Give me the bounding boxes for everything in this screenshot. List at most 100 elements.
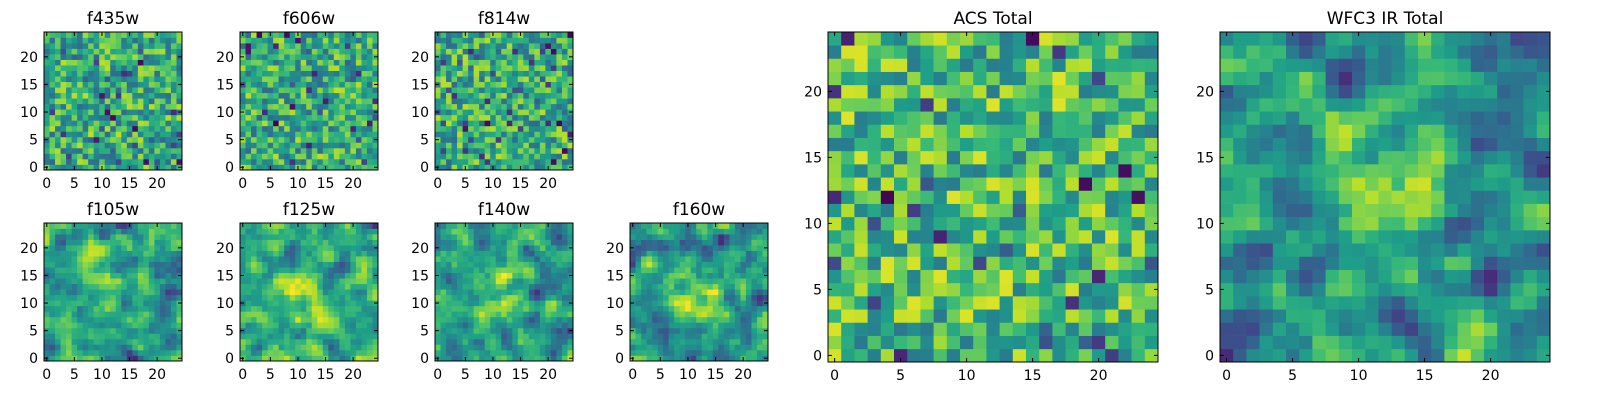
heatmap-cell (685, 278, 692, 285)
heatmap-cell (435, 103, 441, 110)
heatmap-cell (240, 228, 246, 235)
heatmap-cell (495, 158, 502, 165)
heatmap-cell (933, 348, 948, 363)
heatmap-cell (355, 37, 362, 44)
heatmap-cell (317, 305, 324, 312)
heatmap-cell (60, 294, 67, 301)
x-tick-label: 5 (656, 367, 665, 383)
heatmap-cell (501, 305, 508, 312)
heatmap-cell (663, 344, 669, 351)
heatmap-cell (550, 267, 557, 274)
heatmap-cell (701, 322, 708, 329)
heatmap-cell (920, 203, 934, 218)
heatmap-cell (451, 120, 458, 127)
heatmap-cell (300, 103, 307, 110)
heatmap-cell (154, 300, 161, 307)
y-tick-label: 20 (606, 241, 624, 257)
heatmap-cell (251, 316, 257, 323)
heatmap-cell (49, 245, 56, 251)
heatmap-cell (1065, 282, 1080, 297)
heatmap-cell (240, 142, 246, 149)
heatmap-cell (126, 81, 133, 88)
heatmap-cell (718, 349, 725, 356)
heatmap-cell (523, 349, 530, 356)
heatmap-cell (60, 76, 67, 83)
heatmap-cell (306, 158, 313, 165)
heatmap-cell (55, 261, 61, 268)
heatmap-cell (328, 32, 335, 38)
heatmap-cell (446, 294, 452, 301)
heatmap-cell (762, 289, 769, 296)
heatmap-cell (159, 92, 166, 99)
heatmap-cell (696, 294, 703, 301)
heatmap-cell (484, 338, 491, 345)
heatmap-cell (468, 43, 474, 49)
heatmap-cell (986, 256, 1000, 270)
heatmap-cell (240, 92, 246, 99)
heatmap-cell (718, 289, 725, 296)
heatmap-cell (273, 338, 279, 345)
heatmap-cell (446, 103, 452, 110)
heatmap-cell (71, 65, 78, 71)
heatmap-cell (165, 272, 172, 279)
heatmap-cell (506, 333, 513, 340)
heatmap-cell (104, 120, 111, 127)
heatmap-cell (539, 164, 546, 171)
heatmap-cell (317, 76, 324, 83)
heatmap-cell (479, 109, 486, 116)
heatmap-cell (729, 272, 736, 279)
heatmap-cell (99, 305, 106, 312)
heatmap-cell (240, 147, 246, 154)
heatmap-cell (556, 234, 563, 240)
heatmap-cell (1105, 335, 1119, 350)
heatmap-cell (355, 349, 362, 356)
heatmap-cell (93, 32, 100, 38)
heatmap-cell (143, 261, 150, 268)
heatmap-cell (159, 142, 166, 149)
heatmap-cell (154, 131, 161, 138)
heatmap-cell (534, 76, 541, 83)
heatmap-cell (284, 261, 291, 268)
heatmap-cell (104, 250, 111, 257)
heatmap-cell (251, 114, 257, 121)
heatmap-cell (523, 250, 530, 257)
heatmap-cell (501, 256, 508, 262)
heatmap-cell (534, 311, 541, 318)
heatmap-cell (60, 153, 67, 160)
heatmap-cell (674, 278, 681, 285)
heatmap-cell (561, 294, 568, 301)
heatmap-cell (657, 256, 664, 262)
heatmap-cell (894, 164, 908, 178)
heatmap-cell (1105, 216, 1119, 231)
heatmap-cell (473, 245, 480, 251)
heatmap-cell (278, 32, 285, 38)
heatmap-cell (756, 344, 763, 351)
heatmap-cell (328, 70, 335, 77)
heatmap-cell (251, 147, 257, 154)
heatmap-cell (462, 267, 469, 274)
heatmap-cell (435, 239, 441, 246)
heatmap-cell (273, 300, 279, 307)
heatmap-cell (295, 87, 302, 94)
heatmap-cell (685, 338, 692, 345)
heatmap-cell (512, 228, 519, 235)
heatmap-cell (473, 81, 480, 88)
heatmap-cell (1144, 348, 1159, 363)
heatmap-cell (344, 136, 351, 143)
heatmap-cell (567, 349, 574, 356)
heatmap-cell (121, 92, 128, 99)
heatmap-cell (635, 305, 642, 312)
heatmap-cell (646, 239, 653, 246)
heatmap-cell (1078, 256, 1093, 270)
heatmap-cell (372, 256, 379, 262)
heatmap-cell (165, 289, 172, 296)
heatmap-cell (479, 164, 486, 171)
heatmap-cell (534, 32, 541, 38)
heatmap-cell (663, 294, 669, 301)
heatmap-cell (495, 48, 502, 55)
heatmap-cell (170, 250, 177, 257)
heatmap-cell (762, 305, 769, 312)
heatmap-cell (468, 223, 474, 229)
heatmap-cell (284, 48, 291, 55)
heatmap-cell (740, 349, 747, 356)
